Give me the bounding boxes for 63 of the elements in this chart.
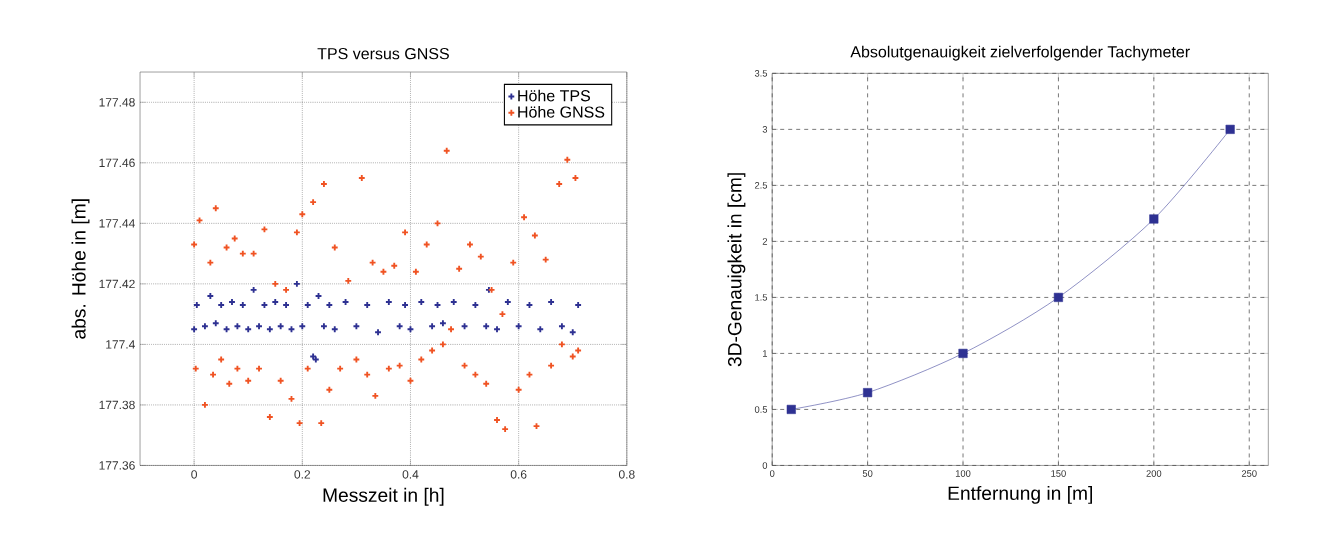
point (352, 322, 361, 330)
point (1053, 292, 1063, 302)
point (222, 325, 231, 333)
x-tick-label: 0.6 (510, 469, 527, 479)
point (786, 404, 796, 414)
point (536, 325, 545, 333)
y-tick-label: 2.5 (754, 181, 768, 189)
point (265, 325, 274, 333)
y-tick-label: 3.5 (754, 69, 768, 77)
point (568, 328, 577, 336)
x-tick-label: 100 (955, 469, 971, 477)
y-tick-label: 1.5 (755, 293, 768, 301)
point (958, 348, 968, 358)
point (514, 322, 523, 330)
point (374, 328, 382, 336)
point (201, 322, 209, 330)
point (190, 325, 198, 333)
x-tick-label: 0 (769, 469, 775, 477)
y-axis-title: abs. Höhe in [m] (71, 199, 90, 339)
point (428, 322, 436, 330)
y-tick-label: 177.46 (99, 158, 135, 167)
point (1149, 214, 1159, 224)
y-tick-label: 177.48 (99, 97, 135, 107)
y-tick-label: 177.4 (106, 340, 135, 349)
point (863, 387, 873, 397)
point (276, 322, 285, 330)
y-tick-label: 3 (762, 125, 768, 133)
chart-title: Absolutgenauigkeit zielverfolgender Tachymeter (850, 45, 1190, 61)
x-tick-label: 250 (1241, 469, 1257, 477)
x-tick-label: 150 (1051, 469, 1066, 477)
point (330, 325, 339, 333)
x-axis-title: Messzeit in [h] (323, 487, 444, 506)
legend-label: Höhe TPS (518, 89, 591, 102)
point (298, 322, 307, 330)
point (1225, 124, 1235, 134)
point (233, 322, 242, 330)
y-tick-label: 177.38 (99, 400, 135, 409)
y-tick-label: 177.42 (99, 279, 135, 288)
x-tick-label: 50 (862, 469, 873, 477)
point (211, 319, 220, 327)
y-tick-label: 177.44 (99, 218, 135, 228)
point (493, 325, 501, 333)
x-tick-label: 0.2 (294, 469, 311, 479)
y-tick-label: 177.36 (99, 460, 135, 470)
y-axis-title: 3D-Genauigkeit in [cm] (727, 172, 746, 367)
point (439, 319, 447, 327)
x-tick-label: 0.8 (618, 469, 635, 479)
x-tick-label: 0 (191, 469, 197, 479)
point (255, 322, 263, 330)
point (320, 322, 328, 330)
chart-title: TPS versus GNSS (317, 47, 449, 60)
y-tick-label: 0 (762, 461, 768, 469)
x-axis-title: Entfernung in [m] (948, 485, 1092, 504)
y-tick-label: 1 (763, 349, 768, 357)
x-tick-label: 0.4 (402, 469, 419, 479)
legend-label: Höhe GNSS (518, 105, 605, 118)
point (395, 322, 404, 330)
x-tick-label: 200 (1146, 469, 1162, 477)
y-tick-label: 2 (762, 237, 768, 245)
y-tick-label: 0.5 (754, 405, 768, 413)
point (558, 322, 566, 330)
point (244, 325, 253, 333)
point (482, 322, 491, 330)
